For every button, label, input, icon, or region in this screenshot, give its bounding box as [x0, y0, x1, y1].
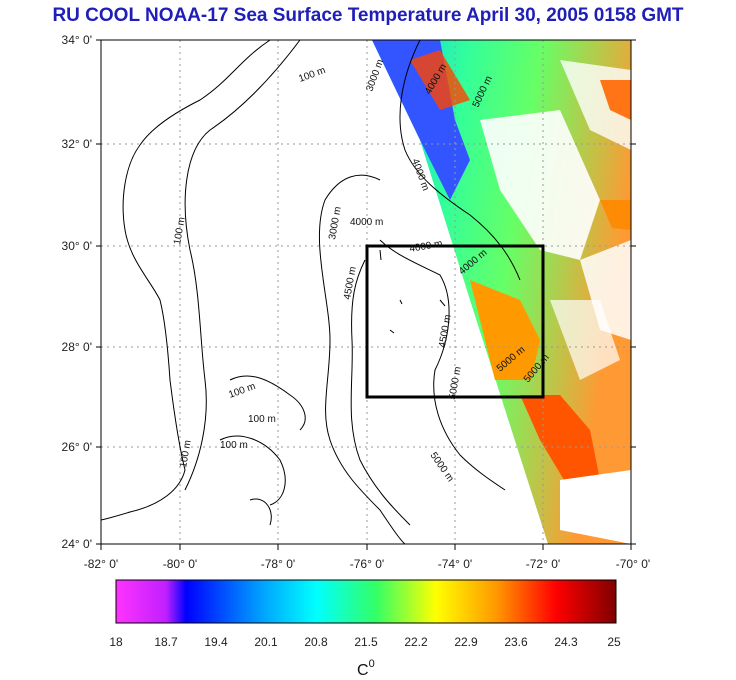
depth-label: 4000 m	[350, 217, 383, 228]
lat-label: 34° 0'	[62, 33, 92, 47]
colorbar-tick: 18	[109, 635, 123, 649]
coastline	[100, 39, 521, 545]
latitude-labels: 34° 0' 32° 0' 30° 0' 28° 0' 26° 0' 24° 0…	[62, 33, 92, 551]
depth-label: 100 m	[178, 439, 194, 468]
colorbar-tick: 23.6	[504, 635, 528, 649]
lon-label: -78° 0'	[261, 557, 295, 571]
colorbar-tick: 18.7	[154, 635, 178, 649]
colorbar-tick: 19.4	[204, 635, 228, 649]
colorbar-tick: 22.2	[404, 635, 428, 649]
depth-label: 4500 m	[437, 314, 454, 349]
depth-label: 100 m	[220, 440, 248, 451]
map-title: RU COOL NOAA-17 Sea Surface Temperature …	[52, 5, 684, 26]
lat-label: 30° 0'	[62, 239, 92, 253]
tick-marks	[96, 39, 636, 550]
depth-label: 100 m	[248, 414, 276, 425]
colorbar	[115, 579, 617, 624]
lon-label: -76° 0'	[350, 557, 384, 571]
depth-label: 3000 m	[327, 206, 344, 241]
lon-label: -72° 0'	[526, 557, 560, 571]
depth-label: 100 m	[227, 381, 257, 401]
lat-label: 32° 0'	[62, 137, 92, 151]
lon-label: -82° 0'	[84, 557, 118, 571]
depth-label: 4000 m	[409, 238, 444, 255]
longitude-labels: -82° 0' -80° 0' -78° 0' -76° 0' -74° 0' …	[84, 557, 650, 571]
colorbar-tick: 24.3	[554, 635, 578, 649]
depth-label: 5000 m	[428, 450, 456, 484]
colorbar-unit: C0	[357, 658, 375, 679]
lat-label: 28° 0'	[62, 340, 92, 354]
depth-label: 3000 m	[364, 58, 386, 93]
sst-swath	[372, 40, 631, 544]
study-area-box	[365, 244, 545, 399]
map-frame	[100, 39, 632, 545]
depth-label: 100 m	[172, 216, 188, 245]
colorbar-tick: 20.8	[304, 635, 328, 649]
colorbar-ticks: 18 18.7 19.4 20.1 20.8 21.5 22.2 22.9 23…	[109, 635, 621, 649]
lat-label: 24° 0'	[62, 537, 92, 551]
colorbar-tick: 25	[607, 635, 621, 649]
lon-label: -74° 0'	[438, 557, 472, 571]
colorbar-tick: 22.9	[454, 635, 478, 649]
depth-label: 100 m	[297, 65, 327, 85]
depth-label: 5000 m	[447, 366, 464, 401]
colorbar-tick: 21.5	[354, 635, 378, 649]
lon-label: -80° 0'	[163, 557, 197, 571]
lon-label: -70° 0'	[616, 557, 650, 571]
colorbar-tick: 20.1	[254, 635, 278, 649]
lat-label: 26° 0'	[62, 440, 92, 454]
